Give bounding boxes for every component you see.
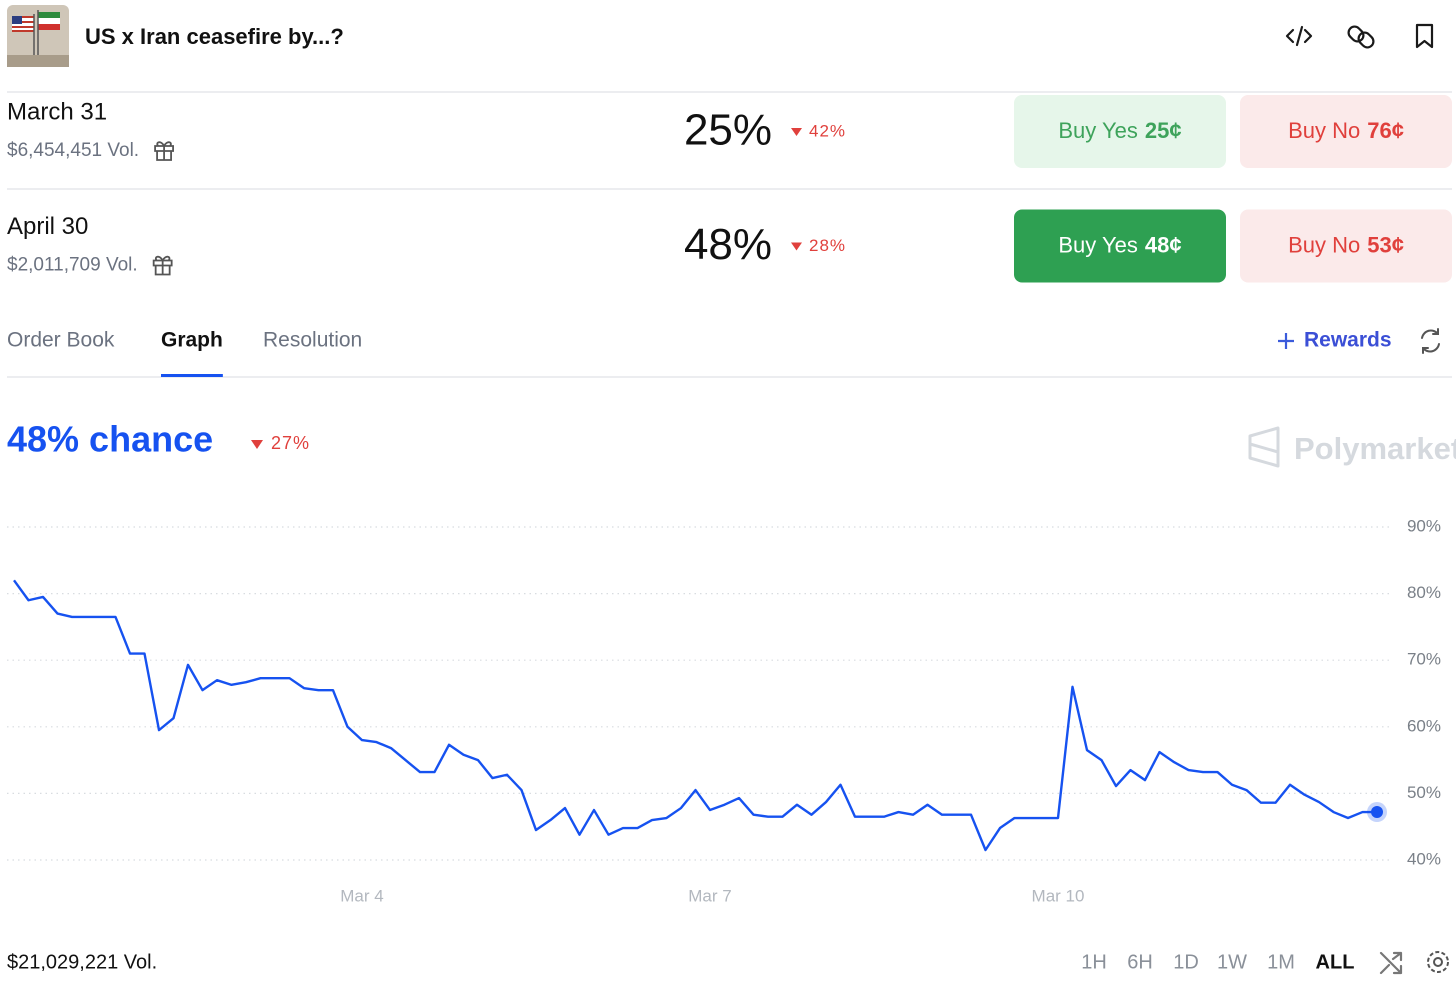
y-tick-label: 40% xyxy=(1407,849,1441,868)
down-triangle xyxy=(791,128,802,136)
buy-no-label[interactable]: Buy No 76¢ xyxy=(1288,118,1404,143)
buy-no-text: Buy No xyxy=(1288,118,1360,143)
outcome-change: 28% xyxy=(809,236,846,255)
buy-no-price: 76¢ xyxy=(1367,118,1404,143)
buy-no-label[interactable]: Buy No 53¢ xyxy=(1288,232,1404,257)
gift-shape xyxy=(152,255,173,276)
brand-watermark: Polymarket xyxy=(1294,431,1456,466)
outcome-name: March 31 xyxy=(7,98,107,125)
tab[interactable]: Resolution xyxy=(263,329,362,352)
buy-yes-button[interactable] xyxy=(1014,95,1226,168)
settings-icon[interactable] xyxy=(1427,951,1449,973)
gift-icon[interactable] xyxy=(152,255,173,276)
buy-yes-label[interactable]: Buy Yes 48¢ xyxy=(1058,232,1181,257)
y-tick-label: 90% xyxy=(1407,516,1441,535)
y-tick-label: 60% xyxy=(1407,716,1441,735)
refresh-icon[interactable] xyxy=(1421,328,1440,354)
y-tick-label: 50% xyxy=(1407,783,1441,802)
buy-yes-text: Buy Yes xyxy=(1058,232,1138,257)
outcome-name: April 30 xyxy=(7,213,88,240)
y-tick-label: 80% xyxy=(1407,583,1441,602)
range-button[interactable]: 1H xyxy=(1081,951,1107,973)
link-icon[interactable] xyxy=(1346,24,1376,50)
y-tick-label: 70% xyxy=(1407,650,1441,669)
buy-no-text: Buy No xyxy=(1288,232,1360,257)
x-tick-label: Mar 7 xyxy=(688,886,731,905)
outcome-volume: $6,454,451 Vol. xyxy=(7,140,139,161)
buy-no-button[interactable] xyxy=(1240,209,1452,283)
plus-icon xyxy=(1278,333,1294,349)
embed-icon[interactable] xyxy=(1285,25,1313,47)
range-button[interactable]: 1W xyxy=(1217,951,1247,973)
buy-no-price: 53¢ xyxy=(1367,232,1404,257)
rewards-link[interactable]: Rewards xyxy=(1304,329,1392,352)
buy-yes-price: 25¢ xyxy=(1145,118,1182,143)
outcome-volume: $2,011,709 Vol. xyxy=(7,255,138,276)
market-thumbnail xyxy=(7,5,69,67)
chance-label: 48% chance xyxy=(7,419,213,460)
shuffle-icon[interactable] xyxy=(1379,951,1403,975)
outcome-change: 42% xyxy=(809,121,846,140)
x-tick-label: Mar 4 xyxy=(340,886,383,905)
buy-no-button[interactable] xyxy=(1240,95,1452,168)
outcome-chance: 48% xyxy=(684,220,772,269)
brand-logo xyxy=(1248,426,1280,468)
chance-change: 27% xyxy=(271,433,310,453)
buy-yes-price: 48¢ xyxy=(1145,232,1182,257)
buy-yes-label[interactable]: Buy Yes 25¢ xyxy=(1058,118,1181,143)
bookmark-icon[interactable] xyxy=(1415,23,1434,49)
outcome-chance: 25% xyxy=(684,106,772,155)
x-tick-label: Mar 10 xyxy=(1032,886,1085,905)
range-button[interactable]: 1M xyxy=(1267,951,1295,973)
gift-icon[interactable] xyxy=(154,141,174,161)
last-point xyxy=(1371,806,1383,819)
gift-shape xyxy=(154,141,174,161)
range-button[interactable]: ALL xyxy=(1316,951,1355,973)
active-tab-underline xyxy=(161,374,223,377)
tab[interactable]: Graph xyxy=(161,329,223,352)
total-volume: $21,029,221 Vol. xyxy=(7,951,157,973)
down-triangle xyxy=(791,242,802,251)
price-line xyxy=(13,579,1377,852)
down-triangle xyxy=(251,440,263,449)
market-title: US x Iran ceasefire by...? xyxy=(85,24,344,49)
buy-yes-button[interactable] xyxy=(1014,209,1226,283)
range-button[interactable]: 6H xyxy=(1127,951,1153,973)
tab[interactable]: Order Book xyxy=(7,329,115,352)
range-button[interactable]: 1D xyxy=(1173,951,1199,973)
buy-yes-text: Buy Yes xyxy=(1058,118,1138,143)
